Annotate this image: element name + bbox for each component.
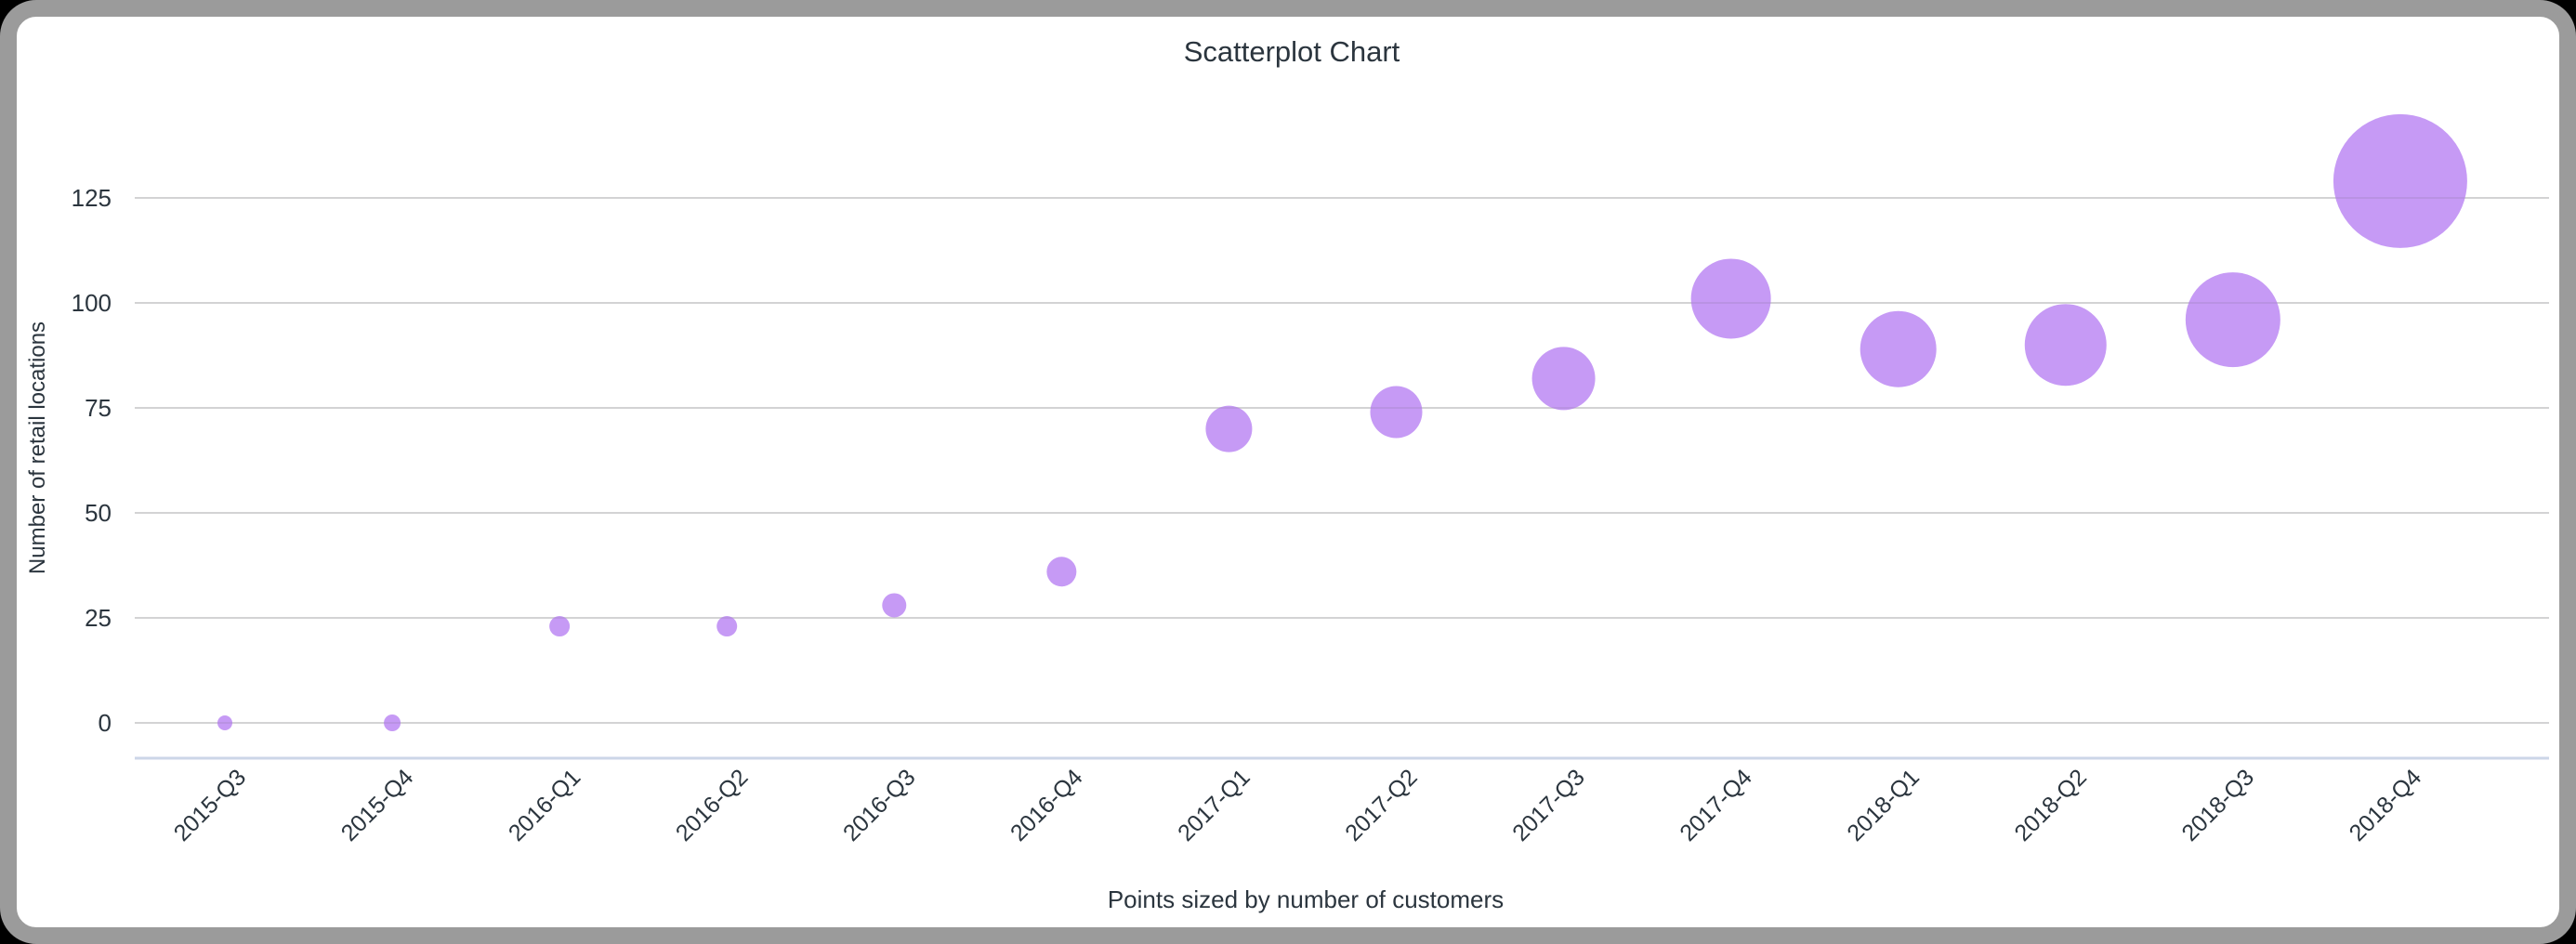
data-point[interactable]: [716, 616, 738, 637]
y-tick-label: 50: [85, 499, 112, 527]
gridlines-overlay-layer: [135, 197, 2549, 724]
data-point[interactable]: [2333, 113, 2467, 248]
data-point[interactable]: [217, 715, 232, 730]
y-tick-label: 75: [85, 394, 112, 422]
data-point[interactable]: [1046, 557, 1077, 587]
data-point[interactable]: [1531, 347, 1596, 411]
y-tick-labels-layer: 0 25 50 75 100 125: [72, 184, 112, 737]
data-point[interactable]: [1860, 310, 1937, 387]
data-point[interactable]: [549, 616, 571, 637]
gridlines-layer: [135, 197, 2549, 724]
y-tick-label: 25: [85, 604, 112, 632]
data-point[interactable]: [1205, 405, 1253, 452]
data-points-layer: [217, 113, 2467, 731]
y-tick-label: 125: [72, 184, 112, 212]
y-tick-label: 100: [72, 289, 112, 317]
data-point[interactable]: [2185, 272, 2280, 368]
data-point[interactable]: [2024, 304, 2107, 387]
y-axis-title: Number of retail locations: [25, 321, 50, 574]
y-tick-label: 0: [99, 709, 112, 737]
data-point[interactable]: [1370, 386, 1423, 439]
x-axis-caption: Points sized by number of customers: [1108, 885, 1504, 913]
data-point[interactable]: [882, 593, 907, 618]
data-point[interactable]: [384, 715, 401, 731]
data-point[interactable]: [1690, 258, 1771, 339]
chart-title: Scatterplot Chart: [1184, 35, 1400, 68]
